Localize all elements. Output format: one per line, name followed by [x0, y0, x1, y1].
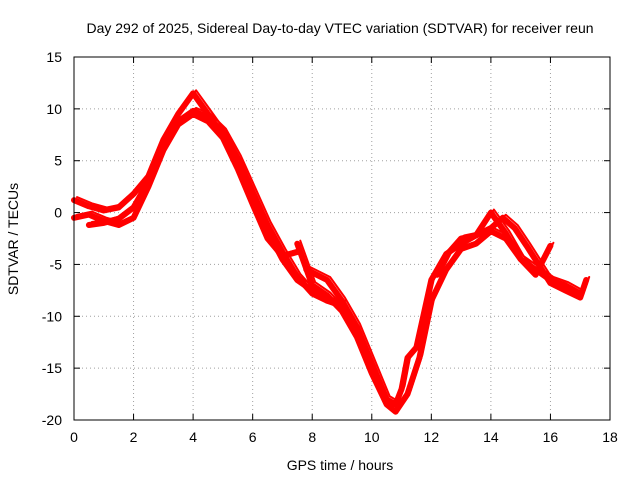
y-tick-label: -10 [42, 308, 62, 324]
x-tick-label: 10 [364, 429, 380, 445]
data-series [71, 89, 591, 415]
y-tick-label: -20 [42, 412, 62, 428]
x-axis-label: GPS time / hours [287, 457, 394, 473]
x-tick-label: 12 [424, 429, 440, 445]
y-tick-label: -5 [50, 256, 63, 272]
x-tick-label: 4 [189, 429, 197, 445]
axis-ticks: 0 2 4 6 8 10 12 14 16 18 -20 -15 -10 -5 0 5 10 15 [42, 49, 618, 445]
series-band-track-5 [299, 227, 555, 410]
series-line-track-2 [71, 111, 301, 260]
chart-title: Day 292 of 2025, Sidereal Day-to-day VTE… [86, 20, 593, 36]
series-line-track-3 [85, 107, 345, 307]
x-tick-label: 18 [602, 429, 618, 445]
x-tick-label: 6 [249, 429, 257, 445]
y-tick-label: 15 [46, 49, 62, 65]
y-tick-label: 10 [46, 101, 62, 117]
x-tick-label: 2 [130, 429, 138, 445]
plot-border [73, 56, 611, 421]
series-line-track-4 [303, 209, 584, 408]
y-tick-label: 0 [54, 205, 62, 221]
x-tick-label: 14 [483, 429, 499, 445]
grid [74, 57, 610, 420]
series-band-track-6 [439, 213, 591, 296]
y-axis-label: SDTVAR / TECUs [5, 183, 21, 295]
series-line-track-5 [294, 228, 554, 415]
x-tick-label: 16 [543, 429, 559, 445]
y-tick-label: 5 [54, 153, 62, 169]
y-tick-label: -15 [42, 360, 62, 376]
series-band-track-3 [90, 106, 346, 302]
series-band-track-4 [308, 208, 585, 403]
x-tick-label: 8 [308, 429, 316, 445]
x-tick-label: 0 [70, 429, 78, 445]
